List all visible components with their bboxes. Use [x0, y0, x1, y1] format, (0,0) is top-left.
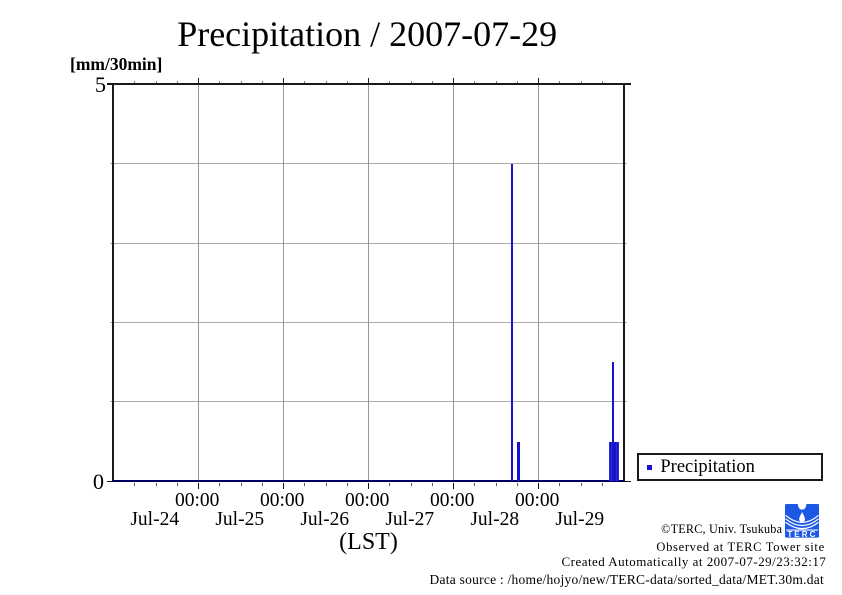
svg-text:TERC: TERC: [787, 530, 817, 537]
